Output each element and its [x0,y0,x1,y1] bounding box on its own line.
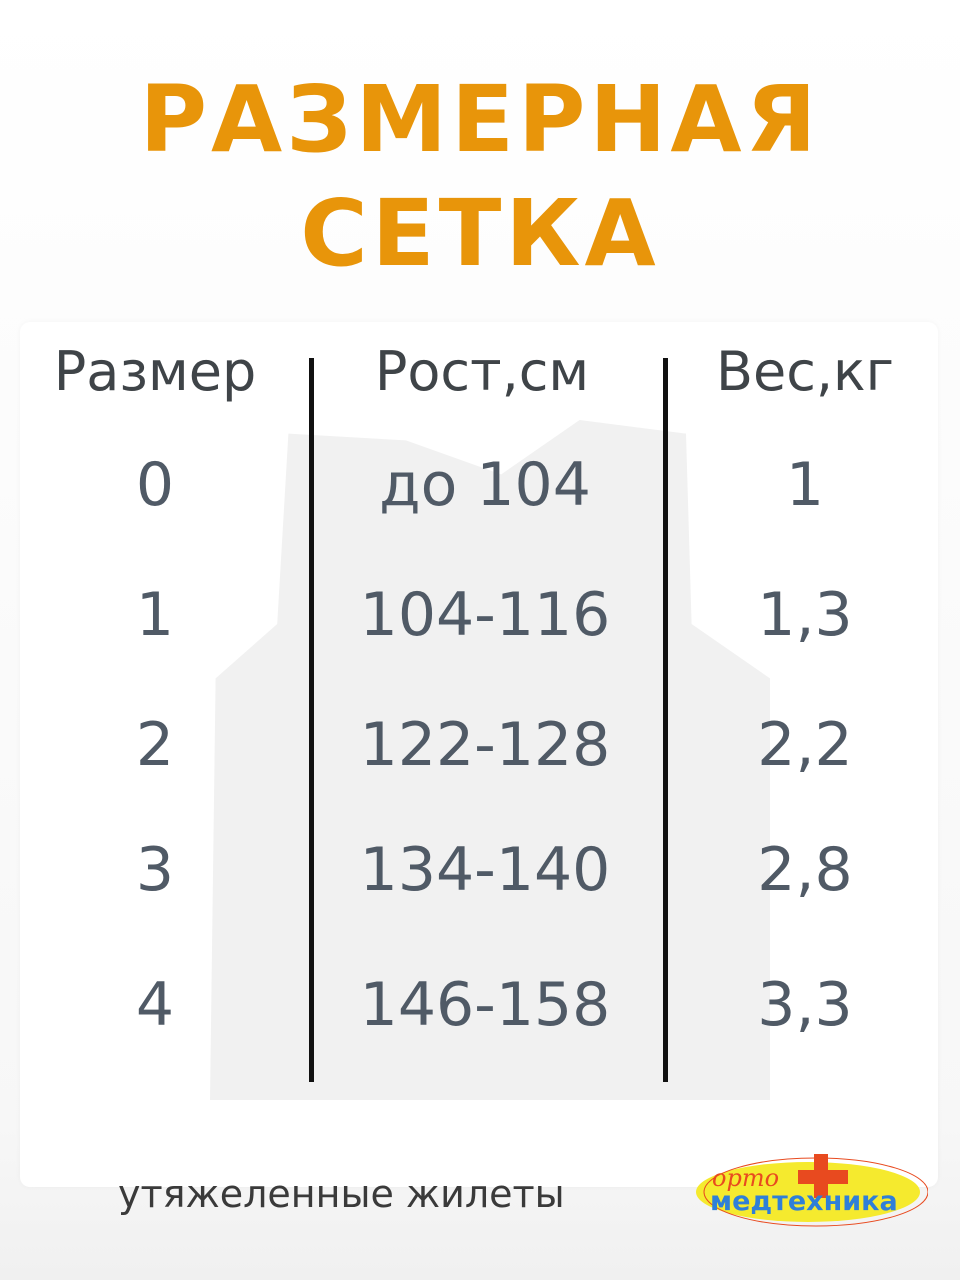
cell-size: 0 [135,450,175,520]
logo-text-medtekhnika: медтехника [710,1186,898,1217]
cell-size: 2 [135,710,175,780]
cell-weight: 1,3 [757,580,853,650]
title-line-1: РАЗМЕРНАЯ [139,66,821,173]
title-line-2: СЕТКА [300,180,660,287]
cell-weight: 2,8 [757,835,853,905]
cell-height: до 104 [379,450,591,520]
logo-text-orto: орто [712,1164,779,1192]
cell-height: 104-116 [359,580,611,650]
footer-caption: утяжеленные жилеты [118,1172,565,1216]
ortomedtekhnika-logo: орто медтехника [696,1154,928,1227]
cell-size: 3 [135,835,175,905]
cell-weight: 2,2 [757,710,853,780]
cell-weight: 1 [785,450,825,520]
cell-height: 122-128 [359,710,611,780]
cell-weight: 3,3 [757,970,853,1040]
header-size: Размер [53,340,257,403]
header-height: Рост,см [374,340,590,403]
cell-size: 1 [135,580,175,650]
column-divider [309,358,314,1082]
cell-height: 134-140 [359,835,611,905]
header-weight: Вес,кг [715,340,895,403]
vest-image [210,420,770,1100]
column-divider [663,358,668,1082]
cell-size: 4 [135,970,175,1040]
cell-height: 146-158 [359,970,611,1040]
